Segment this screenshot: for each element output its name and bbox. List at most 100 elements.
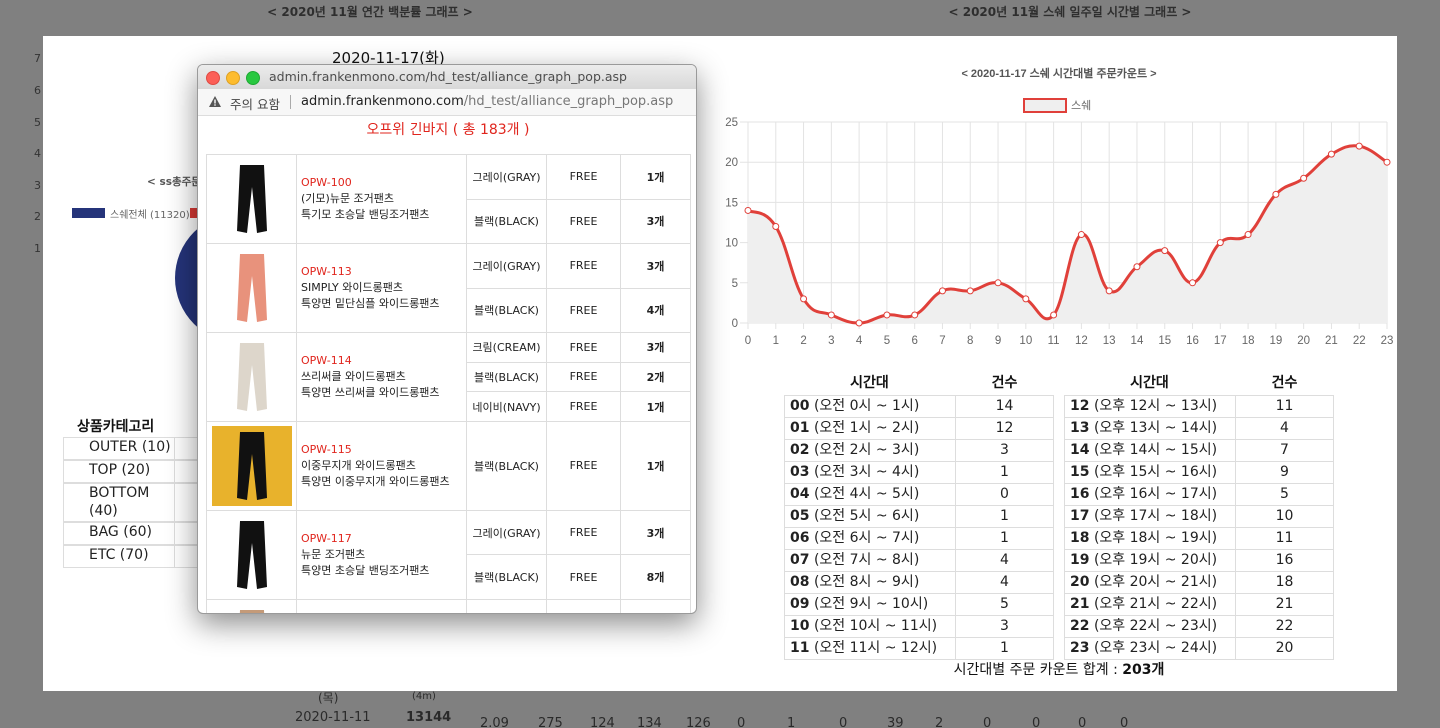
product-image-cell — [206, 509, 297, 600]
bg-table-cell: 1 — [787, 716, 796, 728]
product-image — [211, 159, 292, 239]
product-image — [211, 248, 292, 328]
option-size: FREE — [546, 243, 621, 289]
option-color: 블랙(BLACK) — [466, 361, 547, 393]
hour-range: (오후 17시 ~ 18시) — [1093, 508, 1218, 524]
product-code: OPW-114 — [301, 353, 352, 367]
hour: 14 — [1070, 442, 1090, 458]
x-tick-label: 9 — [995, 335, 1001, 347]
product-name: 뉴문 조거팬츠 — [301, 547, 366, 561]
popup-heading: 오프위 긴바지 ( 총 183개 ) — [366, 122, 530, 138]
title-bar: admin.frankenmono.com/hd_test/alliance_g… — [198, 65, 696, 90]
bg-table-cell: (목) — [318, 691, 339, 705]
point — [966, 287, 974, 295]
bg-table-cell: (4m) — [412, 691, 436, 702]
hour: 19 — [1070, 552, 1090, 568]
option-qty: 3개 — [620, 243, 691, 289]
option-color: 그레이(GRAY) — [466, 154, 547, 200]
hour: 09 — [790, 596, 810, 612]
point — [1077, 231, 1085, 239]
option-qty: 2개 — [620, 361, 691, 393]
hour-range: (오전 5시 ~ 6시) — [813, 508, 920, 524]
product-image — [211, 336, 292, 417]
x-tick-label: 7 — [939, 335, 945, 347]
point — [1189, 279, 1197, 287]
product-desc: 특양면 쓰리써클 와이드롱팬츠 — [301, 385, 440, 399]
product-row: OPW-113 SIMPLY 와이드롱팬츠 특양면 밑단심플 와이드롱팬츠 그레이(G… — [206, 243, 691, 333]
minimize-button[interactable] — [226, 71, 240, 85]
bg-table-cell: 0 — [1120, 716, 1129, 728]
point — [1216, 239, 1224, 247]
hour: 07 — [790, 552, 810, 568]
bg-table-cell: 2 — [935, 716, 944, 728]
hour-range: (오후 19시 ~ 20시) — [1093, 552, 1218, 568]
option-color: 블랙(BLACK) — [466, 198, 547, 244]
option-color: 크림(CREAM) — [466, 332, 547, 363]
bg-axis-label: 3 — [34, 179, 41, 192]
x-tick-label: 17 — [1214, 335, 1227, 347]
x-tick-label: 1 — [773, 335, 779, 347]
legend-swatch — [190, 208, 202, 218]
product-row: 블랙(BLACK) FREE 3개 — [207, 198, 691, 244]
close-button[interactable] — [206, 71, 220, 85]
point — [1133, 263, 1141, 271]
option-color: 블랙(BLACK) — [466, 420, 547, 511]
y-tick-label: 0 — [732, 318, 738, 330]
y-tick-label: 5 — [732, 278, 738, 290]
x-tick-label: 4 — [856, 335, 863, 347]
hour: 23 — [1070, 640, 1090, 656]
x-tick-label: 15 — [1158, 335, 1171, 347]
bg-table-cell: 39 — [887, 716, 904, 728]
point — [1244, 231, 1252, 239]
hour-range: (오전 8시 ~ 9시) — [813, 574, 920, 590]
bg-table-cell: 2020-11-11 — [295, 710, 371, 725]
product-image — [211, 425, 292, 506]
url-host: admin.frankenmono.com — [301, 94, 464, 109]
zoom-button[interactable] — [246, 71, 260, 85]
option-qty: 1개 — [620, 154, 691, 200]
bg-table-cell: 2.09 — [480, 716, 509, 728]
hour-range: (오전 1시 ~ 2시) — [813, 420, 920, 436]
hour-cell: 07 (오전 7시 ~ 8시) — [784, 549, 956, 572]
count-cell: 20 — [1235, 637, 1334, 660]
table-header: 건수 — [991, 375, 1018, 391]
hour-cell: 08 (오전 8시 ~ 9시) — [784, 571, 956, 594]
hour-range: (오전 0시 ~ 1시) — [813, 398, 920, 414]
x-tick-label: 20 — [1297, 335, 1310, 347]
table-header: 시간대 — [1130, 375, 1169, 391]
option-qty: 9개 — [620, 598, 691, 613]
x-tick-label: 22 — [1353, 335, 1366, 347]
x-tick-label: 11 — [1048, 335, 1060, 347]
x-tick-label: 10 — [1019, 335, 1032, 347]
bg-axis-label: 1 — [34, 242, 41, 255]
option-qty: 3개 — [620, 198, 691, 244]
hour: 00 — [790, 398, 810, 414]
category-header: 상품카테고리 — [77, 419, 155, 435]
hour: 10 — [790, 618, 810, 634]
option-qty: 1개 — [620, 391, 691, 422]
hour: 15 — [1070, 464, 1090, 480]
bg-axis-label: 5 — [34, 116, 41, 129]
y-tick-label: 20 — [725, 157, 738, 169]
x-tick-label: 6 — [911, 335, 917, 347]
option-size: FREE — [546, 361, 621, 393]
product-info-cell: OPW-115 이중무지개 와이드롱팬츠 특양면 이중무지개 와이드롱팬츠 — [296, 420, 467, 511]
point — [744, 206, 752, 214]
product-desc: 특양면 이중무지개 와이드롱팬츠 — [301, 474, 450, 488]
option-color: 블랙(BLACK) — [466, 554, 547, 600]
point — [1050, 311, 1058, 319]
point — [994, 279, 1002, 287]
product-info-cell: OPW-117 뉴문 조거팬츠 특양면 초승달 밴딩조거팬츠 — [296, 509, 467, 600]
chart-title: < 2020-11-17 스쉐 시간대별 주문카운트 > — [961, 66, 1156, 80]
hour: 20 — [1070, 574, 1090, 590]
hour: 17 — [1070, 508, 1090, 524]
product-desc: 특양면 초승달 밴딩조거팬츠 — [301, 563, 430, 577]
warning-icon — [209, 96, 221, 107]
product-image-cell — [206, 332, 297, 422]
table-header: 시간대 — [850, 375, 889, 391]
url-bar[interactable]: 주의 요함 admin.frankenmono.com/hd_test/alli… — [198, 89, 696, 116]
point — [855, 319, 863, 327]
bg-table-cell: 124 — [590, 716, 615, 728]
